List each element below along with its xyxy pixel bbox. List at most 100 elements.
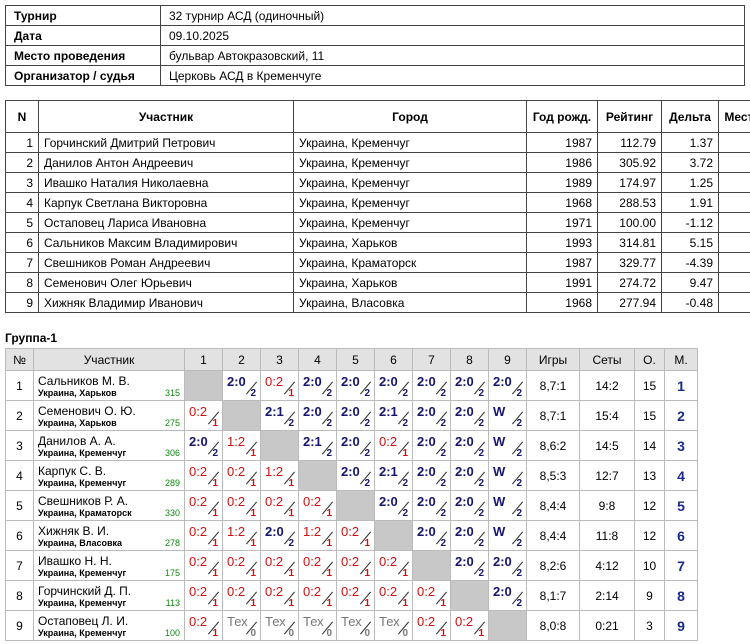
match-points: 1 [364,598,370,609]
score: 0:2 [417,614,436,629]
player-rating: 306 [164,448,180,458]
cell: 6 [5,232,39,253]
games: 8,7:1 [526,370,580,401]
place: 7 [664,550,698,581]
match-points: 2 [364,448,370,459]
empty-cell [488,610,527,641]
empty-cell [260,430,299,461]
match-points: 0 [326,628,332,639]
cell: 1991 [526,272,598,293]
match-points: 2 [364,478,370,489]
cell: 9.47 [661,272,719,293]
cell: 9 [718,212,750,233]
result-cell: 0:2 1 [374,580,413,611]
result-cell: 2:0 2 [374,370,413,401]
score: Тех [379,614,400,629]
match-points: 2 [440,448,446,459]
cell: 100.00 [597,212,662,233]
score: 2:0 [455,554,474,569]
result-cell: 0:2 1 [336,520,375,551]
info-row: Дата 09.10.2025 [5,25,745,46]
empty-cell [298,460,337,491]
cell: 314.81 [597,232,662,253]
score: 2:0 [493,374,512,389]
match-points: 1 [402,598,408,609]
cell: 174.97 [597,172,662,193]
player-city: Украина, Власовка [38,538,123,548]
cell: 5 [5,212,39,233]
score: 0:2 [227,584,246,599]
result-cell: 2:0 2 [374,490,413,521]
group-row: 9 Остаповец Л. И. Украина, Кременчуг 100 0:2… [5,610,698,641]
match-points: 2 [478,418,484,429]
score: 2:0 [455,494,474,509]
cell: Украина, Краматорск [293,252,527,273]
cell: 1968 [526,192,598,213]
score: 2:0 [417,494,436,509]
result-cell: 0:2 1 [298,550,337,581]
points: 13 [634,460,665,491]
score: 0:2 [227,464,246,479]
match-points: 2 [364,418,370,429]
score: 0:2 [379,434,398,449]
score: 0:2 [341,584,360,599]
score: W [493,524,506,539]
score: W [493,404,506,419]
match-points: 2 [402,508,408,519]
match-points: 1 [212,568,218,579]
result-cell: 0:2 1 [184,460,223,491]
result-cell: 2:0 2 [412,430,451,461]
result-cell: 2:0 2 [488,550,527,581]
points: 3 [634,610,665,641]
result-cell: 2:0 2 [298,370,337,401]
participant-cell: Карпук С. В. Украина, Кременчуг 289 [33,460,185,491]
match-points: 2 [478,538,484,549]
cell: 5 [718,252,750,273]
match-points: 1 [288,478,294,489]
match-points: 1 [364,538,370,549]
result-cell: 0:2 1 [184,490,223,521]
column-header: Сеты [579,348,635,371]
player-rating: 100 [164,628,180,638]
match-points: 1 [288,508,294,519]
score: Тех [227,614,248,629]
games: 8,7:1 [526,400,580,431]
score: 0:2 [379,584,398,599]
result-cell: 2:0 2 [260,520,299,551]
score: 2:0 [303,374,322,389]
empty-cell [184,370,223,401]
cell: 288.53 [597,192,662,213]
player-name: Сальников М. В. [38,374,130,388]
cell: Горчинский Дмитрий Петрович [38,132,294,153]
participant-cell: Данилов А. А. Украина, Кременчуг 306 [33,430,185,461]
result-cell: 0:2 1 [260,490,299,521]
result-cell: 0:2 1 [184,400,223,431]
player-name: Свешников Р. А. [38,494,129,508]
player-city: Украина, Харьков [38,418,117,428]
empty-cell [450,580,489,611]
match-points: 1 [212,598,218,609]
match-points: 1 [402,568,408,579]
cell: 7 [5,252,39,273]
cell: 4 [718,192,750,213]
match-points: 0 [402,628,408,639]
score: 2:1 [303,434,322,449]
score: 0:2 [189,554,208,569]
score: 0:2 [379,554,398,569]
result-cell: 2:0 2 [336,370,375,401]
player-name: Остаповец Л. И. [38,614,129,628]
cell: 6 [718,292,750,313]
participant-row: 1 Горчинский Дмитрий Петрович Украина, Кре… [5,132,750,153]
cell: 1987 [526,252,598,273]
match-points: 1 [250,568,256,579]
sets: 0:21 [579,610,635,641]
place: 2 [664,400,698,431]
points: 15 [634,400,665,431]
games: 8,0:8 [526,610,580,641]
info-label: Дата [5,25,161,46]
cell: Хижняк Владимир Иванович [38,292,294,313]
score: 2:0 [303,404,322,419]
info-row: Место проведения бульвар Автокразовский, … [5,45,745,66]
